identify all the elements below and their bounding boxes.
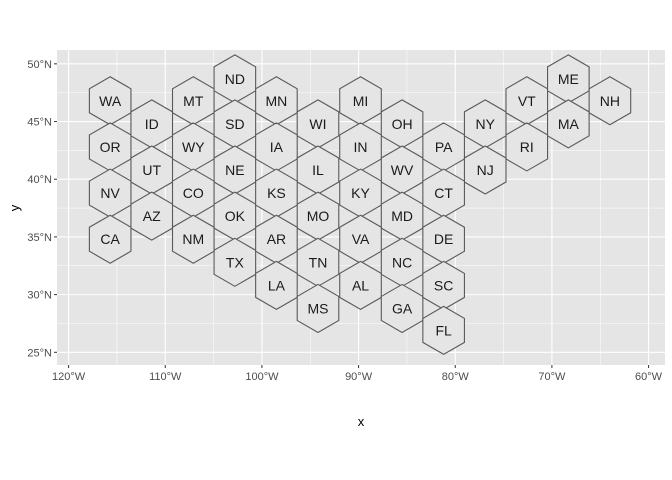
- hex-label-id: ID: [145, 116, 159, 132]
- hex-label-ms: MS: [307, 300, 328, 316]
- hex-label-la: LA: [268, 277, 286, 293]
- hex-label-ok: OK: [225, 208, 246, 224]
- x-axis-title: x: [358, 414, 365, 429]
- hex-label-ky: KY: [351, 185, 370, 201]
- hex-label-ne: NE: [225, 162, 244, 178]
- hex-label-ri: RI: [520, 139, 534, 155]
- y-tick-label: 35°N: [27, 232, 52, 244]
- hex-label-wa: WA: [99, 93, 122, 109]
- x-tick-label: 110°W: [149, 371, 182, 383]
- hex-label-mt: MT: [183, 93, 204, 109]
- hex-label-ks: KS: [267, 185, 286, 201]
- x-tick-label: 80°W: [442, 371, 470, 383]
- hex-label-tn: TN: [309, 254, 328, 270]
- hex-label-ca: CA: [100, 231, 120, 247]
- hex-label-md: MD: [391, 208, 413, 224]
- axes: 120°W 110°W 100°W 90°W 80°W 70°W 60°W 25°N 30°N 3…: [27, 59, 662, 383]
- hex-label-sc: SC: [434, 277, 453, 293]
- hex-label-nc: NC: [392, 254, 412, 270]
- hex-al: [339, 260, 382, 311]
- hex-label-ct: CT: [434, 185, 453, 201]
- hex-nh: [588, 76, 632, 126]
- hex-label-or: OR: [100, 139, 121, 155]
- y-tick-label: 50°N: [27, 59, 52, 71]
- hex-label-ar: AR: [267, 231, 286, 247]
- hex-label-oh: OH: [392, 116, 413, 132]
- hex-label-ia: IA: [270, 139, 284, 155]
- hex-label-nv: NV: [100, 185, 120, 201]
- hex-ms: [296, 283, 340, 334]
- hex-label-az: AZ: [143, 208, 161, 224]
- y-tick-label: 30°N: [27, 290, 52, 302]
- y-tick-label: 45°N: [27, 117, 52, 129]
- x-tick-label: 120°W: [52, 371, 86, 383]
- hex-label-mn: MN: [266, 93, 288, 109]
- hex-label-de: DE: [434, 231, 453, 247]
- hex-label-al: AL: [352, 277, 369, 293]
- hex-la: [255, 260, 298, 311]
- x-tick-label: 100°W: [245, 371, 279, 383]
- hex-label-ga: GA: [392, 300, 413, 316]
- hex-label-sd: SD: [225, 116, 244, 132]
- hex-ca: [88, 214, 132, 264]
- x-tick-label: 90°W: [345, 371, 373, 383]
- hex-label-vt: VT: [518, 93, 536, 109]
- hex-label-in: IN: [354, 139, 368, 155]
- x-tick-label: 60°W: [635, 371, 663, 383]
- hex-label-co: CO: [183, 185, 204, 201]
- hex-label-tx: TX: [226, 254, 245, 270]
- hex-label-ma: MA: [558, 116, 580, 132]
- hex-label-mi: MI: [353, 93, 369, 109]
- hex-label-fl: FL: [435, 322, 452, 338]
- hex-label-wv: WV: [391, 162, 414, 178]
- hex-label-nd: ND: [225, 71, 245, 87]
- y-axis-title: y: [7, 204, 22, 211]
- hex-label-pa: PA: [435, 139, 453, 155]
- hex-label-ut: UT: [142, 162, 161, 178]
- hex-label-mo: MO: [307, 208, 330, 224]
- y-tick-label: 40°N: [27, 174, 52, 186]
- hex-label-wy: WY: [182, 139, 205, 155]
- hex-ri: [505, 122, 549, 172]
- hex-label-me: ME: [558, 71, 579, 87]
- hex-ma: [547, 99, 590, 149]
- y-tick-label: 25°N: [27, 347, 52, 359]
- hex-label-ny: NY: [475, 116, 495, 132]
- hex-nm: [171, 214, 215, 264]
- hexagon-layer: WA ID MT ND MN SD WI MI OH NY VT ME NH MA OR UT WY NE IA IL…: [88, 54, 632, 356]
- hex-label-nm: NM: [182, 231, 204, 247]
- hex-fl: [422, 305, 465, 356]
- hex-label-wi: WI: [309, 116, 326, 132]
- hex-label-va: VA: [352, 231, 370, 247]
- hex-label-nh: NH: [600, 93, 620, 109]
- hex-label-nj: NJ: [477, 162, 494, 178]
- hex-label-il: IL: [312, 162, 324, 178]
- x-tick-label: 70°W: [538, 371, 566, 383]
